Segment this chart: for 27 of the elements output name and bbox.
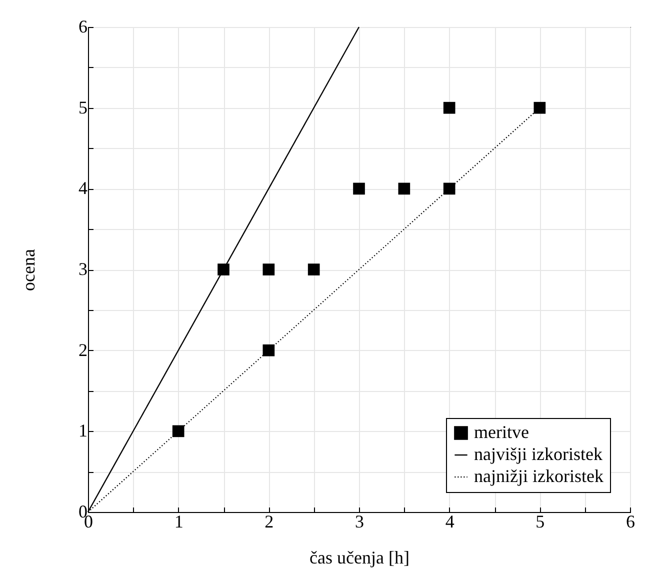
x-tick-label: 4 <box>445 512 454 532</box>
point <box>172 425 184 438</box>
x-tick-label: 6 <box>626 512 635 532</box>
point <box>534 102 546 114</box>
y-axis-title: ocena <box>18 249 38 291</box>
point <box>398 182 410 195</box>
x-tick-label: 1 <box>174 512 184 532</box>
point <box>443 102 456 114</box>
x-axis-title: čas učenja [h] <box>310 548 410 568</box>
y-tick-label: 6 <box>78 16 88 36</box>
y-tick-label: 5 <box>78 97 88 118</box>
point <box>353 182 365 195</box>
legend-label: najnižji izkoristek <box>474 466 604 486</box>
y-tick-label: 3 <box>78 259 88 279</box>
point <box>262 344 275 356</box>
y-tick-label: 2 <box>78 340 88 360</box>
y-tick-label: 1 <box>78 420 88 441</box>
x-tick-label: 5 <box>536 512 545 532</box>
legend-label: meritve <box>474 422 529 442</box>
legend-label: najvišji izkoristek <box>474 444 602 464</box>
x-tick-label: 3 <box>355 512 364 532</box>
point <box>218 264 230 276</box>
point <box>262 264 275 276</box>
y-tick-label: 4 <box>78 178 88 198</box>
point <box>443 182 456 195</box>
point <box>308 264 320 276</box>
x-tick-label: 2 <box>264 512 274 532</box>
